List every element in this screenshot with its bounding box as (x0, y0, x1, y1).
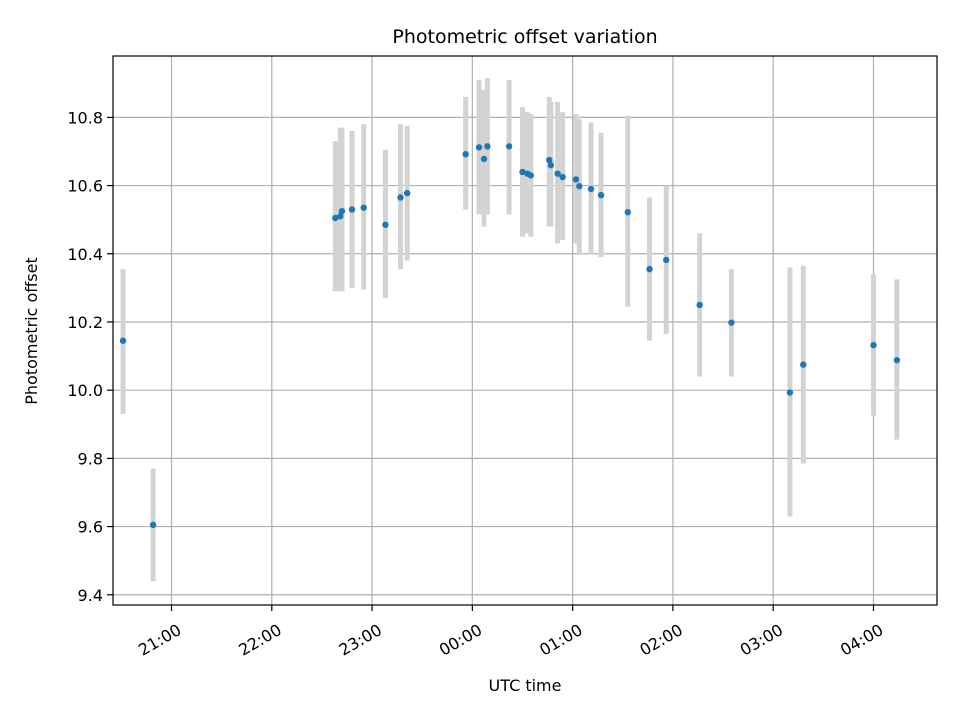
x-tick-label: 01:00 (536, 620, 585, 660)
data-point (332, 214, 339, 222)
x-tick-label: 00:00 (436, 620, 485, 660)
data-point (663, 256, 670, 264)
data-point (696, 301, 703, 309)
data-point (597, 191, 605, 199)
data-point (519, 168, 526, 176)
y-axis-ticks: 9.4 9.6 9.8 10.0 10.2 10.4 10.6 10.8 (67, 108, 113, 605)
data-point (728, 319, 735, 326)
data-point (505, 143, 513, 150)
data-point (149, 521, 157, 529)
data-point (646, 265, 653, 273)
data-point (360, 204, 367, 211)
data-point (382, 221, 389, 228)
y-tick-label: 9.8 (78, 449, 103, 468)
data-point (587, 185, 595, 193)
x-tick-label: 22:00 (235, 620, 284, 660)
data-point (572, 176, 580, 183)
x-tick-label: 04:00 (837, 620, 886, 660)
data-point (893, 356, 901, 364)
data-point (119, 337, 127, 344)
data-point (475, 144, 483, 151)
data-point (546, 156, 553, 164)
data-point (800, 361, 807, 368)
y-tick-label: 9.6 (78, 518, 103, 537)
x-axis-ticks: 21:00 22:00 23:00 00:00 01:00 02:00 03:00 04:00 (135, 605, 886, 660)
data-points (119, 143, 901, 529)
grid (113, 56, 937, 605)
y-tick-label: 10.8 (67, 108, 103, 127)
data-point (397, 194, 404, 201)
chart-title: Photometric offset variation (392, 26, 657, 48)
y-axis-label: Photometric offset (22, 257, 41, 405)
x-axis-label: UTC time (489, 676, 562, 695)
y-tick-label: 10.0 (67, 381, 103, 400)
x-tick-label: 21:00 (135, 620, 184, 660)
data-point (870, 341, 877, 349)
data-point (547, 161, 555, 169)
data-point (348, 206, 356, 213)
y-tick-label: 10.6 (67, 177, 103, 196)
data-point (403, 189, 411, 197)
error-bars (120, 78, 900, 582)
data-point (576, 183, 583, 190)
data-point (624, 208, 631, 216)
data-point (480, 155, 488, 163)
data-point (337, 213, 344, 220)
y-tick-label: 10.4 (67, 245, 103, 264)
y-tick-label: 10.2 (67, 313, 103, 332)
x-tick-label: 02:00 (636, 620, 685, 660)
data-point (338, 207, 346, 215)
x-tick-label: 23:00 (336, 620, 385, 660)
data-point (462, 151, 469, 158)
data-point (484, 143, 491, 150)
data-point (559, 173, 566, 181)
data-point (554, 170, 561, 177)
data-point (786, 389, 794, 396)
data-point (527, 172, 535, 179)
x-tick-label: 03:00 (737, 620, 786, 660)
y-tick-label: 9.4 (78, 586, 103, 605)
plot-frame (112, 55, 938, 606)
